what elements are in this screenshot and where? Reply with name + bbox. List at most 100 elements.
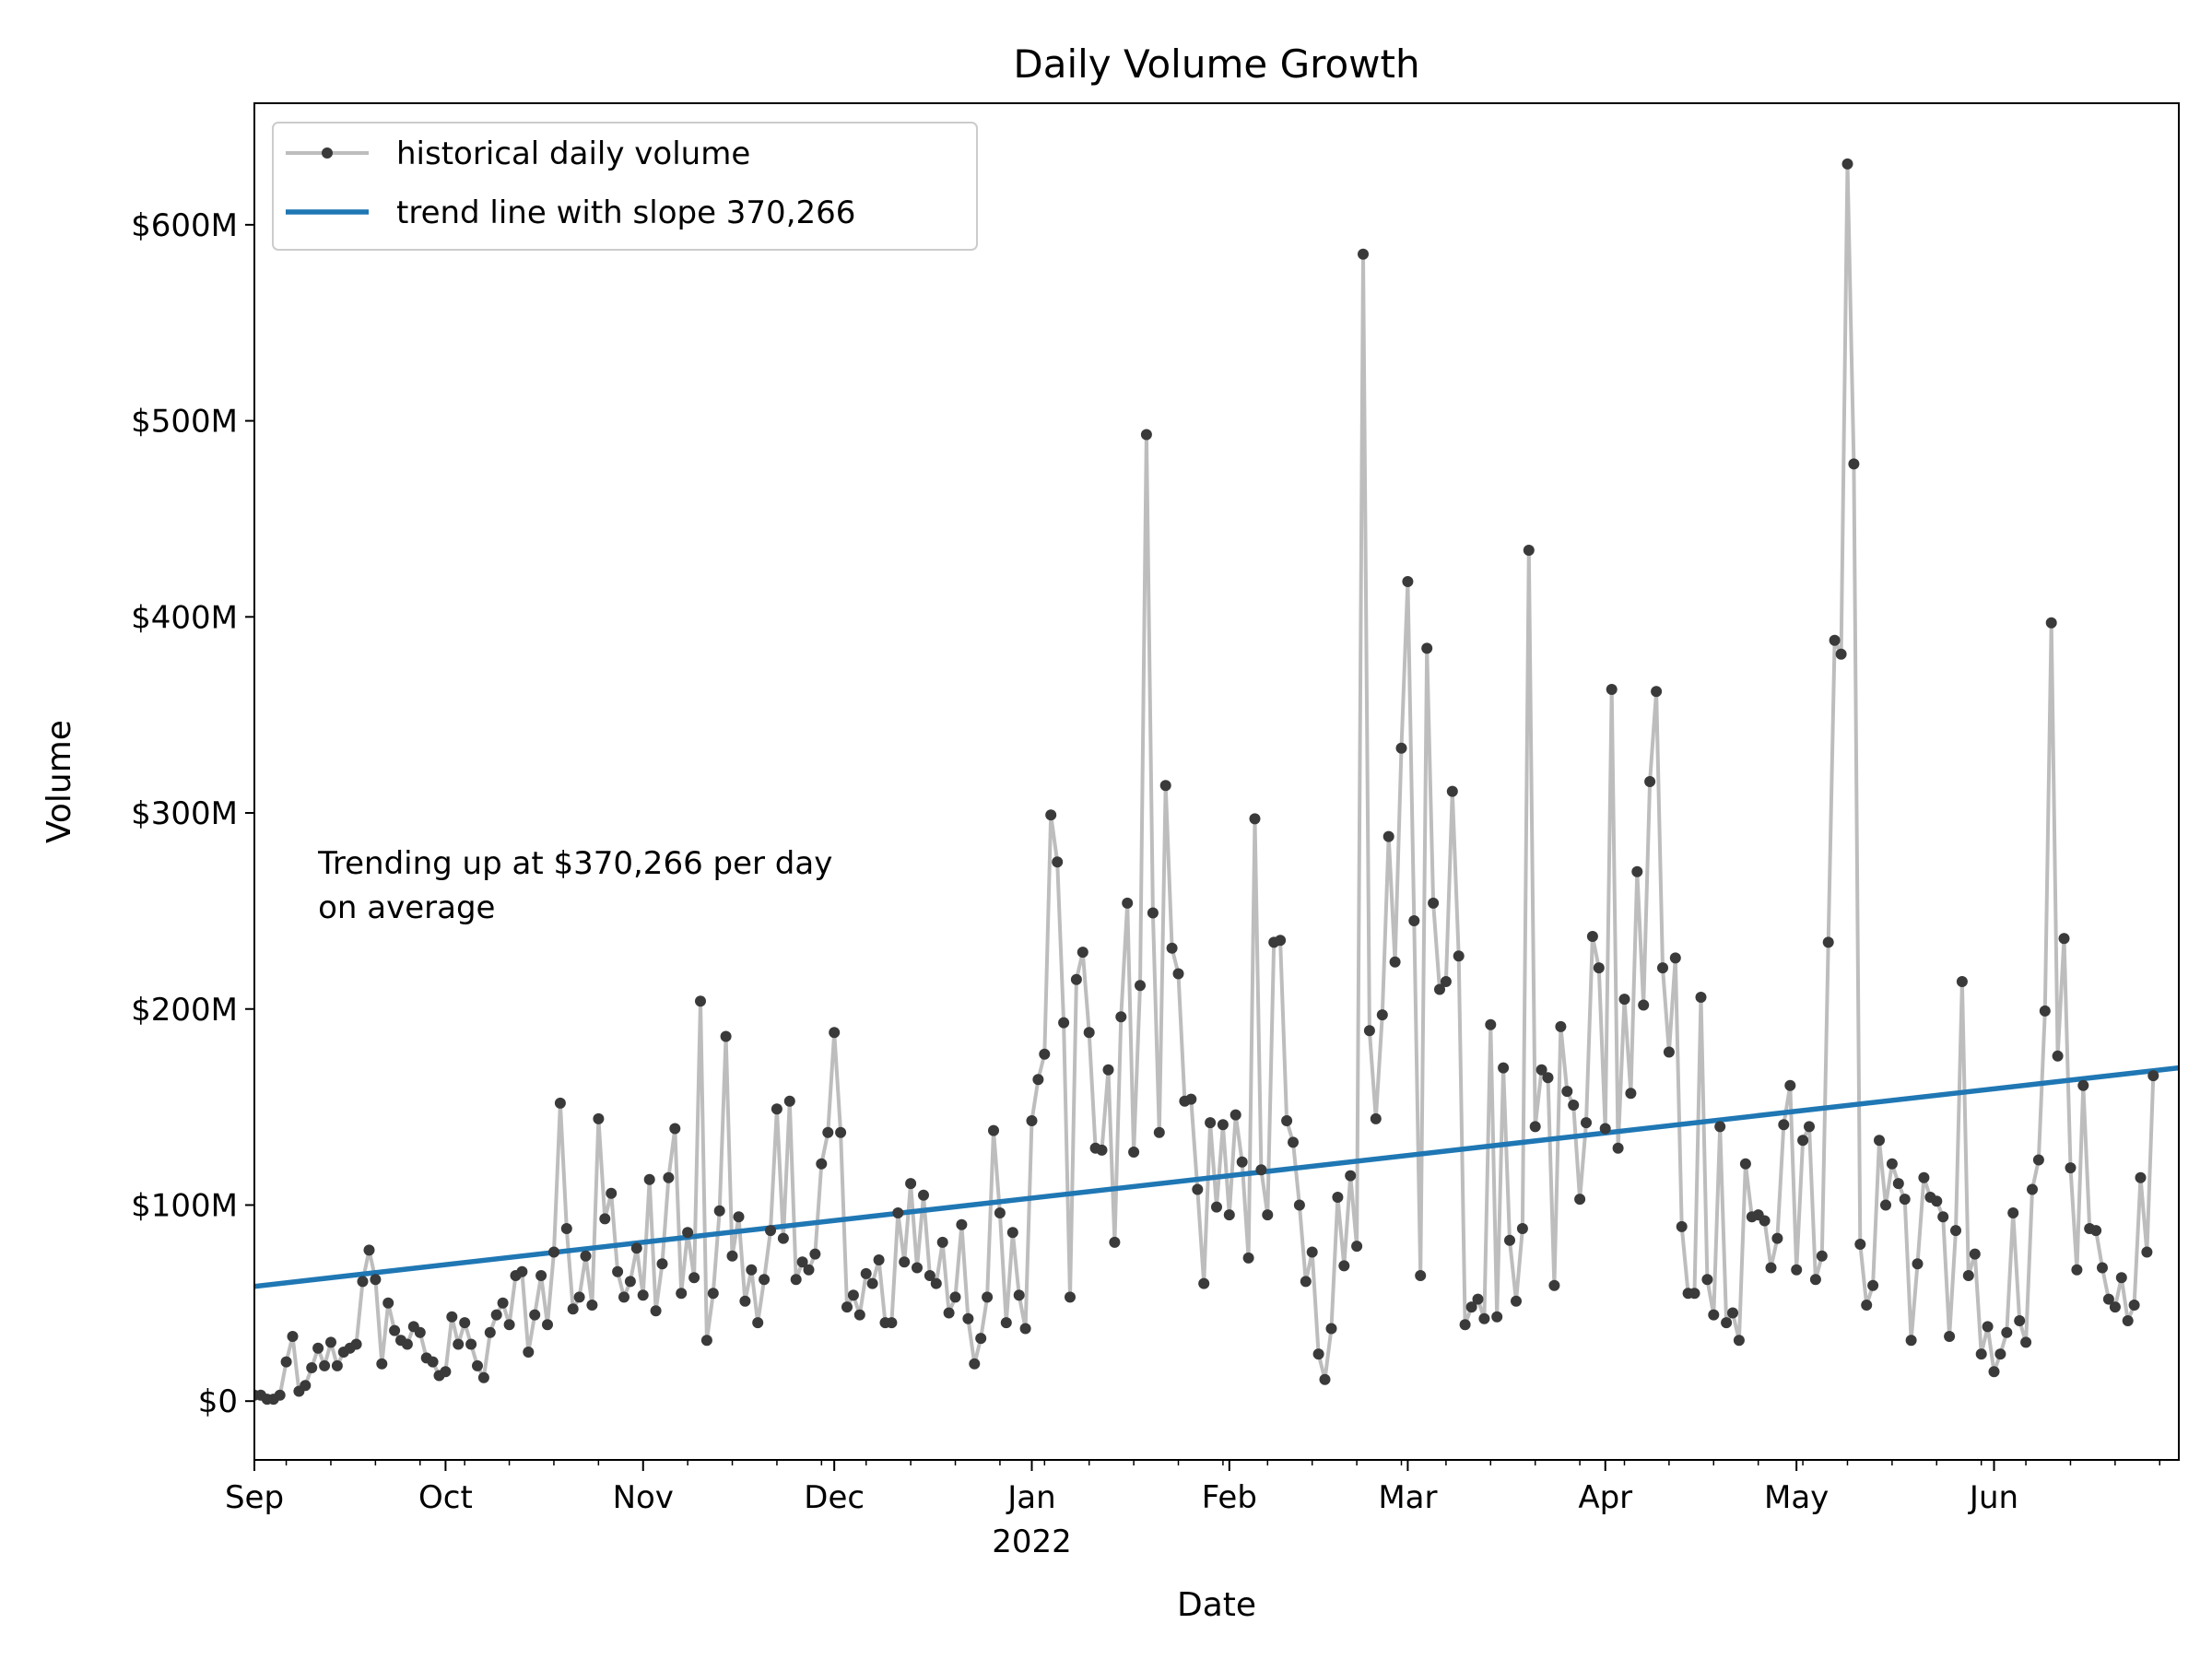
- data-point: [1663, 1046, 1675, 1058]
- data-point: [1568, 1100, 1580, 1111]
- data-point: [1293, 1199, 1305, 1211]
- data-point: [1874, 1135, 1885, 1147]
- data-point: [676, 1288, 688, 1300]
- data-point: [490, 1309, 502, 1321]
- data-point: [1581, 1117, 1592, 1129]
- data-point: [414, 1326, 426, 1338]
- data-point: [1994, 1348, 2006, 1360]
- trend-annotation: Trending up at $370,266 per day on averag…: [317, 845, 832, 926]
- data-point: [1765, 1262, 1777, 1274]
- data-point: [357, 1276, 369, 1288]
- data-point: [2115, 1272, 2127, 1284]
- data-point: [554, 1097, 566, 1109]
- data-point: [1651, 686, 1663, 698]
- data-point: [790, 1274, 802, 1286]
- data-point: [2141, 1246, 2153, 1258]
- x-tick-year-label: 2022: [992, 1524, 1072, 1560]
- data-point: [669, 1123, 681, 1135]
- data-point: [930, 1277, 942, 1289]
- data-point: [1166, 942, 1178, 954]
- data-point: [873, 1254, 885, 1265]
- data-point: [612, 1265, 624, 1277]
- data-point: [2007, 1207, 2019, 1218]
- data-point: [1504, 1234, 1515, 1246]
- data-point: [1778, 1119, 1790, 1131]
- data-point: [899, 1256, 911, 1268]
- data-point: [924, 1270, 935, 1281]
- data-point: [1249, 813, 1261, 825]
- data-point: [1841, 158, 1853, 170]
- data-point: [1122, 897, 1134, 909]
- data-point: [548, 1246, 559, 1258]
- data-point: [1351, 1241, 1363, 1253]
- data-point: [472, 1359, 483, 1371]
- data-point: [1880, 1199, 1891, 1211]
- data-point: [1574, 1194, 1586, 1206]
- data-point: [982, 1291, 994, 1303]
- data-point: [988, 1124, 999, 1136]
- data-point: [1688, 1288, 1700, 1300]
- data-point: [453, 1338, 465, 1350]
- data-point: [695, 995, 706, 1007]
- data-point: [1083, 1027, 1095, 1039]
- data-point: [962, 1312, 974, 1324]
- data-point: [280, 1356, 292, 1368]
- data-point: [1912, 1258, 1924, 1270]
- data-point: [1797, 1135, 1809, 1147]
- data-point: [700, 1335, 712, 1347]
- data-point: [535, 1270, 547, 1281]
- data-point: [956, 1218, 968, 1230]
- data-point: [1135, 980, 1146, 992]
- data-point: [523, 1347, 535, 1358]
- data-point: [1434, 983, 1445, 995]
- data-point: [733, 1211, 745, 1223]
- data-point: [1288, 1136, 1299, 1148]
- data-point: [1950, 1225, 1961, 1237]
- data-point: [656, 1258, 668, 1270]
- x-tick-label: Nov: [613, 1479, 674, 1516]
- data-point: [1886, 1158, 1898, 1170]
- data-point: [1618, 994, 1630, 1006]
- data-point: [599, 1213, 611, 1225]
- data-point: [796, 1256, 808, 1268]
- data-point: [1861, 1300, 1873, 1311]
- data-point: [1593, 962, 1605, 974]
- data-point: [912, 1262, 923, 1274]
- data-point: [1147, 907, 1159, 919]
- data-point: [1345, 1170, 1357, 1182]
- data-point: [1255, 1164, 1267, 1176]
- data-point: [382, 1297, 394, 1309]
- data-point: [503, 1319, 515, 1331]
- data-point: [1472, 1293, 1484, 1305]
- data-point: [370, 1274, 382, 1286]
- data-point: [1382, 830, 1394, 842]
- data-point: [274, 1389, 286, 1401]
- data-point: [1829, 634, 1841, 646]
- data-point: [1242, 1252, 1254, 1264]
- data-point: [1070, 973, 1082, 985]
- data-point: [1835, 648, 1847, 660]
- x-axis-label: Date: [1177, 1586, 1256, 1624]
- data-point: [484, 1326, 496, 1338]
- data-point: [1854, 1239, 1866, 1250]
- y-axis: $0 $100M $200M $300M $400M $500M $600M: [131, 207, 254, 1420]
- data-point: [829, 1027, 841, 1039]
- data-point: [312, 1342, 324, 1354]
- data-point: [593, 1112, 605, 1124]
- data-point: [663, 1171, 675, 1183]
- data-point: [401, 1338, 413, 1350]
- data-point: [1918, 1171, 1930, 1183]
- data-point: [2052, 1050, 2064, 1062]
- data-point: [306, 1362, 318, 1373]
- data-point: [300, 1380, 312, 1392]
- data-point: [1453, 950, 1465, 962]
- data-point: [1695, 992, 1707, 1003]
- data-point: [618, 1291, 629, 1303]
- y-axis-label: Volume: [41, 720, 78, 843]
- data-point: [1205, 1117, 1217, 1129]
- data-point: [1523, 545, 1535, 556]
- data-point: [682, 1227, 694, 1239]
- x-tick-label: May: [1764, 1479, 1829, 1516]
- data-point: [949, 1291, 961, 1303]
